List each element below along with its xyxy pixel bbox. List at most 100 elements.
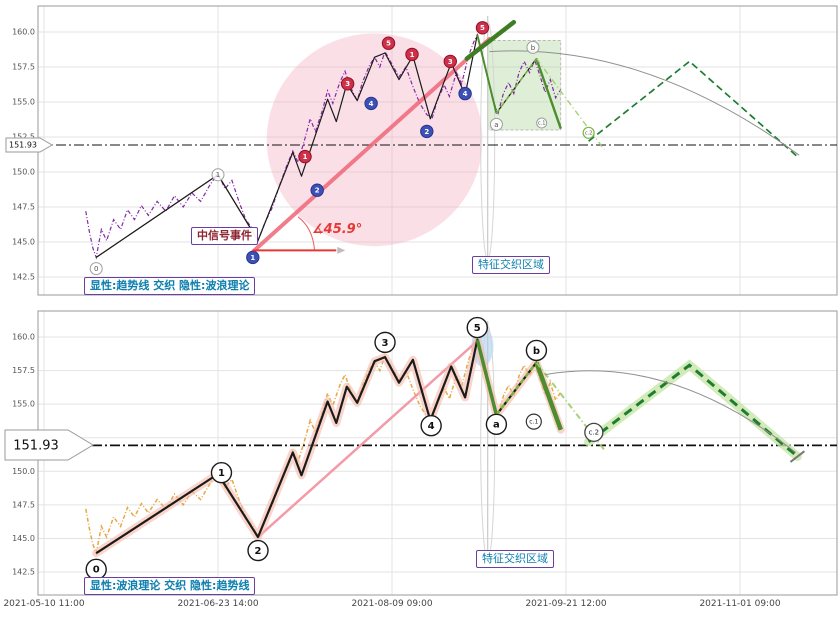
wave-marker-c.1: c.1 [536, 117, 548, 129]
continuation-line [464, 19, 517, 61]
y-tick-label: 157.5 [12, 63, 35, 72]
wave-marker-b: b [525, 339, 548, 362]
projection-end-tick [789, 450, 806, 463]
svg-text:2: 2 [424, 128, 429, 136]
price-line [85, 33, 562, 260]
svg-text:2: 2 [255, 546, 262, 557]
wave-marker-4: 4 [420, 414, 442, 437]
correction-5a [475, 339, 499, 416]
wave-marker-1: 1 [246, 250, 260, 265]
wave-marker-2: 2 [247, 539, 269, 562]
impulse-wave-glow [92, 335, 565, 558]
svg-text:b: b [531, 44, 536, 52]
wave-marker-1: 1 [211, 168, 225, 182]
wave-marker-4: 4 [364, 96, 378, 111]
svg-text:5: 5 [474, 323, 481, 334]
y-tick-label: 142.5 [12, 273, 35, 282]
projection-line [588, 60, 798, 158]
y-tick-label: 155.0 [12, 400, 35, 409]
svg-text:4: 4 [463, 90, 468, 98]
x-tick-label: 2021-08-09 09:00 [351, 599, 433, 609]
wave-marker-c.2: c.2 [582, 126, 595, 139]
y-tick-label: 150.0 [12, 467, 35, 476]
correction-bc [535, 58, 562, 129]
wave-marker-c.1: c.1 [525, 413, 542, 430]
signal-event-label: 中信号事件 [191, 227, 258, 245]
impulse-wave-line [95, 338, 562, 555]
wave-marker-1: 1 [210, 461, 233, 484]
y-tick-label: 147.5 [12, 500, 35, 509]
svg-text:1: 1 [250, 254, 255, 262]
wave-marker-0: 0 [89, 262, 103, 276]
svg-text:c.2: c.2 [589, 429, 600, 437]
svg-text:2: 2 [315, 187, 320, 195]
x-axis-labels: 2021-05-10 11:00 2021-06-23 14:00 2021-08-… [0, 599, 839, 615]
y-tick-label: 152.5 [12, 133, 35, 142]
wave-marker-a: a [485, 413, 508, 435]
price-tag-text: 151.93 [13, 438, 59, 453]
wave-marker-1: 1 [405, 47, 419, 62]
svg-text:0: 0 [93, 565, 100, 576]
y-tick-label: 150.0 [12, 168, 35, 177]
grid [37, 310, 838, 596]
svg-text:1: 1 [216, 171, 220, 179]
y-tick-label: 160.0 [12, 28, 35, 37]
svg-text:1: 1 [410, 51, 415, 59]
wave-marker-2: 2 [420, 124, 434, 139]
svg-text:3: 3 [382, 338, 389, 349]
svg-text:b: b [533, 346, 540, 357]
trend-ray [257, 340, 479, 539]
wave-marker-2: 2 [310, 183, 324, 197]
impulse-wave-line [95, 34, 562, 258]
y-tick-label: 157.5 [12, 366, 35, 375]
wave-marker-3: 3 [374, 331, 396, 354]
y-tick-label: 145.0 [12, 534, 35, 543]
price-tag [5, 137, 53, 153]
top-panel: 160.0 157.5 155.0 152.5 150.0 147.5 145.0 142.5… [5, 5, 838, 296]
svg-text:a: a [494, 121, 498, 129]
projection-line [587, 363, 799, 458]
projection-glow [584, 359, 802, 461]
svg-text:0: 0 [94, 265, 98, 273]
feature-zone-label-top: 特征交织区域 [472, 256, 550, 274]
svg-text:4: 4 [428, 421, 435, 432]
wave-marker-4: 4 [458, 86, 472, 101]
y-tick-label: 147.5 [12, 203, 35, 212]
y-tick-label: 142.5 [12, 568, 35, 577]
y-tick-label: 155.0 [12, 98, 35, 107]
x-tick-label: 2021-06-23 14:00 [177, 599, 259, 609]
angle-arrowhead [337, 246, 346, 254]
svg-text:a: a [493, 420, 500, 431]
trend-ray [250, 37, 492, 254]
price-tag [4, 429, 94, 461]
x-tick-label: 2021-11-01 09:00 [699, 599, 781, 609]
y-tick-label: 145.0 [12, 238, 35, 247]
wave-marker-5: 5 [466, 316, 488, 339]
y-tick-label: 160.0 [12, 333, 35, 342]
mode-label-top: 显性:趋势线 交织 隐性:波浪理论 [84, 277, 256, 295]
bottom-panel: 160.0157.5155.0152.5150.0147.5145.0142.5… [4, 310, 838, 596]
svg-text:5: 5 [386, 40, 391, 48]
wave-marker-1: 1 [298, 149, 312, 164]
x-tick-label: 2021-09-21 12:00 [525, 599, 607, 609]
annotation-arc [545, 370, 796, 453]
wave-marker-3: 3 [443, 54, 457, 69]
correction-bc [534, 361, 563, 431]
wave-marker-b: b [526, 40, 540, 54]
svg-text:4: 4 [369, 100, 374, 108]
wave-marker-c.2: c.2 [584, 422, 604, 443]
svg-text:c.1: c.1 [538, 121, 546, 127]
early-trendline [95, 174, 259, 258]
wave-marker-3: 3 [340, 77, 355, 91]
svg-text:c.2: c.2 [585, 131, 593, 137]
angle-annotation-label: ∡45.9° [312, 222, 363, 237]
price-tag-text: 151.93 [9, 141, 37, 150]
angle-arc [297, 216, 316, 251]
correction-ab [495, 58, 538, 114]
svg-text:1: 1 [218, 468, 225, 479]
svg-text:c.1: c.1 [529, 419, 538, 426]
svg-text:1: 1 [303, 153, 308, 161]
svg-text:3: 3 [345, 80, 350, 88]
